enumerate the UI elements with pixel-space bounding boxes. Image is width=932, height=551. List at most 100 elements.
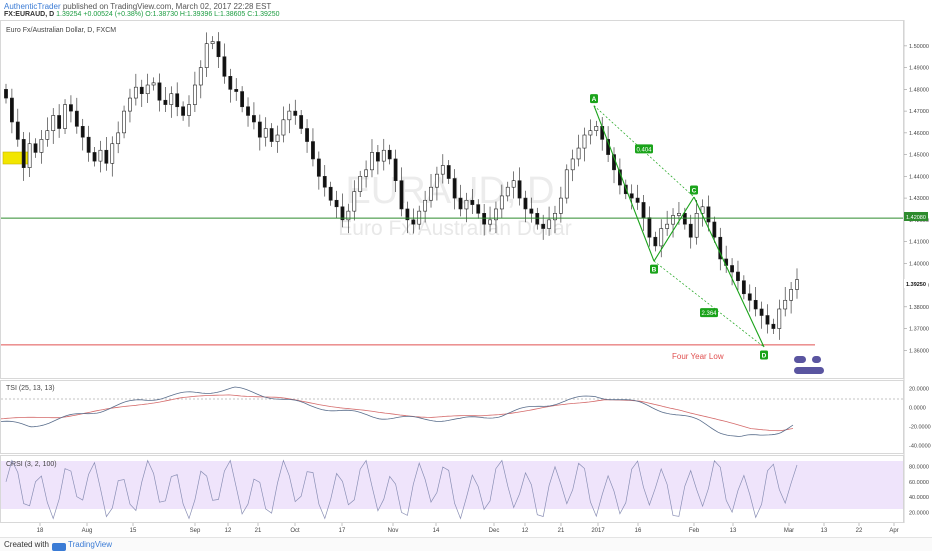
pattern-drawing[interactable]: A B C D 0.404 2.364 (590, 94, 768, 360)
crsi-legend: CRSI (3, 2, 100) (6, 461, 57, 468)
candle-body (677, 213, 681, 216)
candle-body (381, 149, 386, 162)
candle-body (352, 191, 357, 212)
tradingview-brand[interactable]: TradingView (68, 540, 113, 549)
tsi-signal-line (0, 394, 794, 432)
candle-body (187, 104, 191, 116)
time-tick-label: 16 (635, 528, 642, 534)
yellow-marker[interactable] (2, 151, 32, 165)
candle-body (482, 213, 487, 225)
publish-info: AuthenticTrader published on TradingView… (4, 2, 271, 11)
candle-body (435, 173, 439, 188)
candle-body (210, 41, 215, 44)
candle-body (257, 121, 262, 138)
candle-body (216, 41, 221, 58)
candle-body (110, 143, 115, 164)
candle-body (576, 147, 581, 160)
candle-body (582, 134, 587, 149)
crsi-tick-label: 60.0000 (909, 480, 929, 486)
candle-body (641, 202, 646, 218)
author-link[interactable]: AuthenticTrader (4, 2, 61, 11)
time-tick-label: 15 (130, 528, 137, 534)
main-legend: Euro Fx/Australian Dollar, D, FXCM (6, 27, 116, 34)
candles-group (4, 32, 799, 340)
time-tick-label: 17 (339, 528, 346, 534)
candle-body (771, 323, 776, 329)
candle-body (736, 271, 740, 282)
candle-body (393, 158, 398, 181)
toolbar-pill-1[interactable] (794, 356, 806, 363)
candle-body (647, 217, 652, 238)
candle-body (128, 97, 132, 112)
time-axis[interactable]: 18 Aug 15 Sep 12 21 Oct 17 Nov 14 Dec 12 21 2017 16 Feb… (37, 523, 899, 534)
tsi-tick-label: 20.0000 (909, 387, 929, 393)
price-tick-label: 1.46000 (909, 131, 929, 137)
candle-body (269, 128, 274, 142)
price-tick-label: 1.37000 (909, 327, 929, 333)
crsi-band (1, 461, 903, 509)
pattern-ratio-label: 2.364 (701, 311, 717, 317)
price-tick-label: 1.48000 (909, 87, 929, 93)
candle-body (163, 99, 168, 105)
price-tick-label: 1.44000 (909, 174, 929, 180)
time-tick-label: Feb (689, 528, 700, 534)
candle-body (700, 206, 705, 214)
candle-body (399, 180, 404, 210)
price-tick-label: 1.40000 (909, 261, 929, 267)
candle-body (57, 115, 62, 129)
candle-body (316, 158, 321, 177)
symbol-info: FX:EURAUD, D 1.39254 +0.00524 (+0.38%) O… (4, 11, 280, 18)
candle-body (759, 308, 764, 316)
candle-body (104, 149, 109, 164)
time-tick-label: 14 (433, 528, 440, 534)
candle-body (4, 89, 8, 99)
price-axis[interactable]: 1.50000 1.49000 1.48000 1.47000 1.46000 1.450… (904, 44, 929, 354)
candle-body (181, 106, 185, 116)
candle-body (80, 126, 85, 138)
price-change: +0.00524 (+0.38%) (83, 11, 144, 18)
candle-body (558, 197, 563, 214)
time-tick-label: Oct (290, 528, 300, 534)
candle-body (33, 143, 38, 153)
crsi-tick-label: 20.0000 (909, 510, 929, 516)
toolbar-pill-2[interactable] (812, 356, 821, 363)
candle-body (222, 56, 227, 77)
candle-body (122, 110, 126, 134)
candle-body (322, 176, 327, 188)
pattern-point-box (650, 264, 658, 274)
crsi-line (5, 459, 798, 520)
time-tick-label: 21 (558, 528, 565, 534)
candle-body (375, 152, 380, 162)
candle-body (541, 223, 546, 229)
chart-area[interactable]: EURAUD, D Euro Fx/Australian Dollar Euro… (0, 20, 932, 540)
price-tick-label: 1.50000 (909, 44, 929, 50)
candle-body (694, 213, 699, 238)
toolbar-pill-3[interactable] (794, 367, 824, 374)
time-tick-label: 12 (522, 528, 529, 534)
candle-body (494, 208, 498, 221)
candle-body (74, 110, 79, 127)
pattern-point-label: B (652, 267, 657, 274)
candle-body (635, 197, 640, 203)
candle-body (795, 279, 799, 290)
tsi-legend: TSI (25, 13, 13) (6, 385, 55, 392)
candle-body (198, 67, 203, 86)
candle-body (151, 82, 156, 86)
candle-body (293, 110, 298, 116)
time-tick-label: 12 (225, 528, 232, 534)
candle-body (10, 97, 14, 123)
support-price-label: 1.42080 (906, 215, 926, 221)
pattern-leg (593, 105, 655, 262)
candle-body (511, 180, 516, 188)
candle-body (671, 215, 675, 225)
created-with-text: Created with (4, 540, 49, 549)
candle-body (753, 299, 758, 310)
candle-body (287, 110, 292, 121)
candle-body (311, 141, 315, 160)
pattern-leg (653, 196, 695, 262)
pattern-point-label: A (592, 96, 597, 103)
price-tick-label: 1.45000 (909, 153, 929, 159)
candle-body (488, 219, 492, 225)
candle-body (246, 106, 250, 116)
candle-body (535, 213, 540, 225)
